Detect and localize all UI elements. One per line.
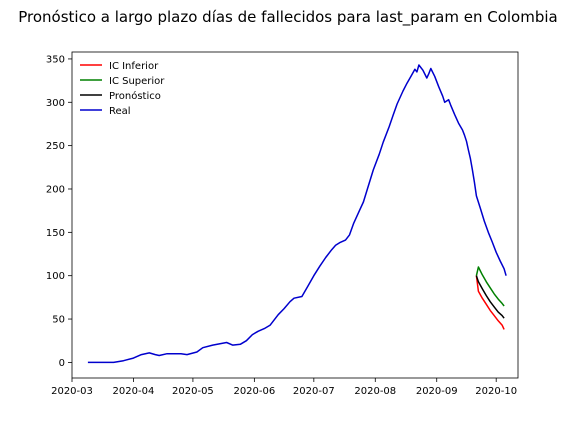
y-tick-label-4: 200 [46, 184, 65, 195]
x-tick-label-6: 2020-09 [416, 386, 458, 397]
series-layer [87, 64, 507, 364]
legend: IC Inferior IC Superior Pronóstico Real [80, 61, 165, 117]
series-line-1 [475, 266, 505, 307]
y-tick-label-6: 300 [46, 98, 65, 109]
y-tick-label-5: 250 [46, 141, 65, 152]
legend-label-0: IC Inferior [109, 61, 159, 72]
x-tick-label-1: 2020-04 [113, 386, 155, 397]
chart-title: Pronóstico a largo plazo días de falleci… [18, 8, 557, 27]
y-tick-label-3: 150 [46, 228, 65, 239]
legend-label-3: Real [109, 106, 131, 117]
y-tick-label-1: 50 [52, 315, 65, 326]
x-tick-label-4: 2020-07 [293, 386, 335, 397]
plot-frame [71, 51, 519, 379]
y-tick-label-0: 0 [59, 358, 65, 369]
x-tick-label-2: 2020-05 [172, 386, 214, 397]
y-tick-label-2: 100 [46, 271, 65, 282]
y-tick-label-7: 350 [46, 54, 65, 65]
y-axis: 0 50 100 150 200 250 300 350 [46, 54, 72, 369]
x-tick-label-5: 2020-08 [354, 386, 396, 397]
series-line-3 [87, 64, 507, 364]
x-tick-label-7: 2020-10 [475, 386, 517, 397]
series-line-2 [475, 275, 505, 319]
legend-label-1: IC Superior [109, 76, 165, 87]
x-tick-label-0: 2020-03 [51, 386, 93, 397]
x-tick-label-3: 2020-06 [233, 386, 275, 397]
series-line-0 [475, 275, 505, 330]
x-axis: 2020-03 2020-04 2020-05 2020-06 2020-07 2020-… [51, 378, 517, 397]
legend-label-2: Pronóstico [109, 90, 161, 102]
